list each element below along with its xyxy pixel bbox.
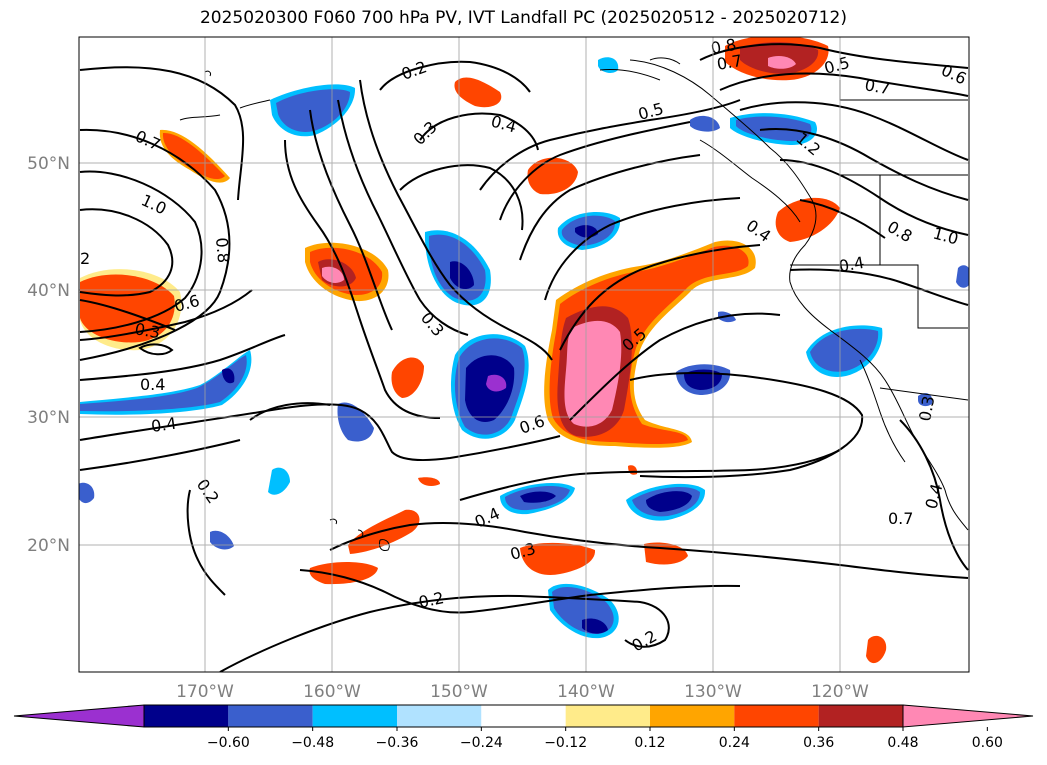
negative-anomaly-patch	[557, 212, 621, 250]
contour-label: 0.4	[150, 414, 178, 436]
contour-label: 2	[80, 249, 90, 268]
lon-label-140w: 140°W	[557, 682, 615, 702]
colorbar-extend-low	[13, 704, 145, 728]
map-frame-border	[78, 36, 970, 673]
contour-label: 0.8	[212, 237, 233, 264]
positive-anomaly-patch	[159, 129, 230, 183]
lat-label-40n: 40°N	[27, 281, 70, 301]
positive-anomaly-patch	[454, 77, 502, 108]
contour-label: 0.7	[888, 509, 913, 528]
colorbar-segment	[397, 705, 482, 727]
colorbar-tick-label: 0.12	[634, 735, 665, 751]
colorbar-tick-label: −0.36	[376, 735, 419, 751]
contour-label: 0.7	[715, 51, 743, 74]
colorbar-segment	[734, 705, 819, 727]
colorbar-tick-label: −0.24	[460, 735, 503, 751]
contour-label: 0.4	[837, 253, 865, 276]
colorbar: −0.60 −0.48 −0.36 −0.24 −0.12 0.12 0.24 0.36 0.4…	[13, 704, 1034, 751]
longitude-labels: 170°W 160°W 150°W 140°W 130°W 120°W	[176, 682, 869, 702]
colorbar-segment	[481, 705, 566, 727]
contour-label: 0.8	[709, 35, 737, 58]
contour-label: 0.2	[417, 588, 446, 612]
positive-anomaly-patch	[725, 37, 829, 81]
lat-label-30n: 30°N	[27, 408, 70, 428]
colorbar-tick-label: −0.48	[291, 735, 334, 751]
colorbar-extend-high	[902, 704, 1034, 728]
colorbar-segment	[565, 705, 650, 727]
colorbar-tick-label: 0.24	[719, 735, 750, 751]
colorbar-tick-label: −0.12	[544, 735, 587, 751]
contour-label: 0.7	[863, 75, 891, 98]
colorbar-segment	[228, 705, 313, 727]
colorbar-tick-label: 0.48	[887, 735, 918, 751]
gridlines	[79, 37, 969, 672]
contour-label: 0.4	[140, 375, 165, 394]
positive-anomaly-patch	[391, 357, 424, 398]
lon-label-150w: 150°W	[430, 682, 488, 702]
pv-anomaly-fills	[79, 37, 969, 664]
negative-anomaly-patch	[450, 334, 529, 439]
colorbar-outline	[143, 704, 904, 728]
lat-label-20n: 20°N	[27, 536, 70, 556]
contour-label: 0.3	[915, 394, 938, 422]
negative-anomaly-patch	[424, 230, 491, 306]
colorbar-tick-label: 0.60	[972, 735, 1003, 751]
contour-label: 0.3	[133, 319, 161, 342]
negative-anomaly-patch	[806, 325, 883, 377]
lon-label-120w: 120°W	[811, 682, 869, 702]
lon-label-170w: 170°W	[176, 682, 234, 702]
colorbar-segment	[650, 705, 735, 727]
colorbar-segment	[312, 705, 397, 727]
colorbar-segment	[818, 705, 903, 727]
map-plot-area: 0.8 0.7 0.5 0.6 0.2 0.7 0.4 0.5 0.3 0.7 …	[79, 35, 969, 672]
negative-anomaly-patch	[626, 483, 706, 521]
map-title: 2025020300 F060 700 hPa PV, IVT Landfall…	[199, 8, 847, 28]
lon-label-130w: 130°W	[684, 682, 742, 702]
negative-anomaly-patch	[500, 482, 575, 515]
latitude-labels: 50°N 40°N 30°N 20°N	[27, 154, 70, 556]
colorbar-tick-label: 0.36	[803, 735, 834, 751]
lon-label-160w: 160°W	[303, 682, 361, 702]
lat-label-50n: 50°N	[27, 154, 70, 174]
colorbar-segment	[144, 705, 229, 727]
positive-anomaly-patch	[775, 197, 840, 242]
colorbar-tick-label: −0.60	[207, 735, 250, 751]
contour-lines	[79, 43, 969, 672]
positive-anomaly-patch	[309, 509, 420, 585]
